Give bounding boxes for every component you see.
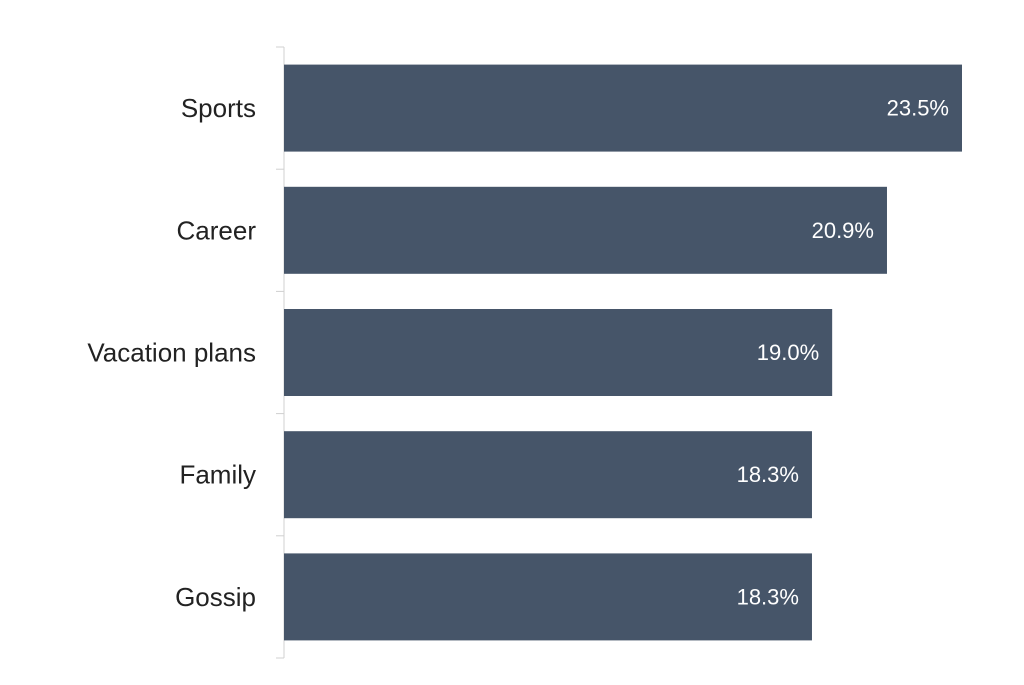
data-label: 23.5% (887, 96, 949, 121)
category-label: Career (177, 215, 257, 245)
category-label: Gossip (175, 582, 256, 612)
category-label: Family (179, 460, 256, 490)
category-label: Sports (181, 93, 256, 123)
category-label: Vacation plans (87, 338, 256, 368)
bar-career (284, 186, 887, 274)
data-label: 18.3% (737, 462, 799, 487)
data-label: 19.0% (757, 340, 819, 365)
data-label: 18.3% (737, 584, 799, 609)
bar-family (284, 431, 812, 519)
bar-vacation-plans (284, 309, 833, 396)
bar-sports (284, 64, 962, 152)
axis-layer (276, 46, 285, 659)
category-labels-layer: Sports Career Vacation plans Family Gossip (87, 93, 256, 612)
bar-gossip (284, 553, 812, 641)
bars-layer (284, 64, 962, 641)
value-labels-layer: 23.5% 20.9% 19.0% 18.3% 18.3% (737, 96, 949, 610)
data-label: 20.9% (812, 218, 874, 243)
